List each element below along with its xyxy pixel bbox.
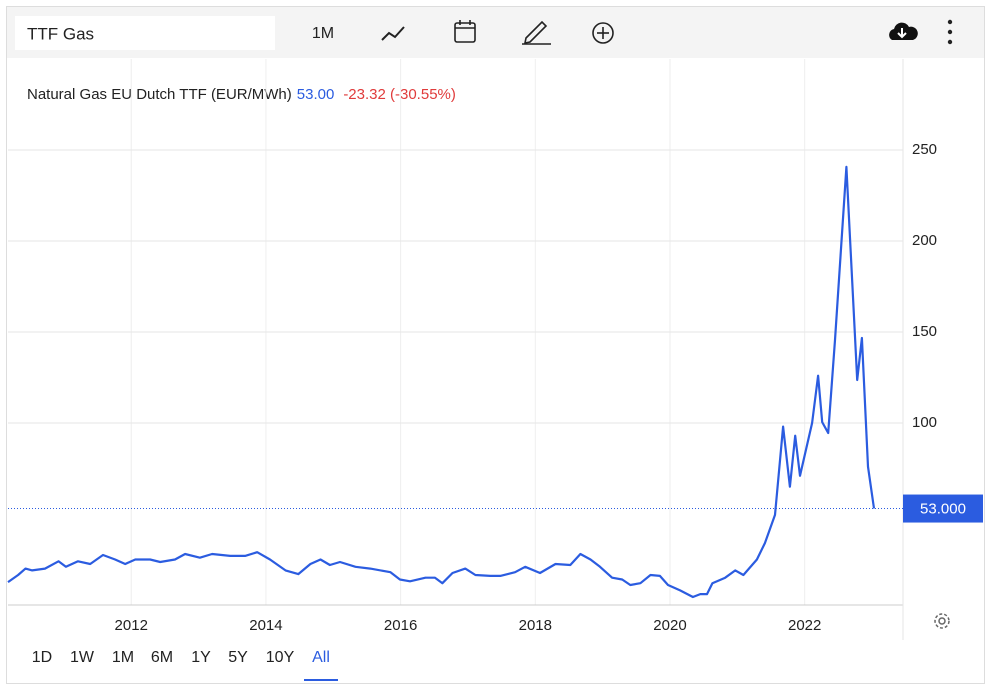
frame bbox=[6, 6, 985, 684]
range-button[interactable]: 10Y bbox=[266, 649, 295, 666]
price: 53.00 bbox=[297, 86, 335, 103]
chart-type-icon[interactable] bbox=[381, 26, 405, 41]
interval-button[interactable]: 1M bbox=[312, 25, 334, 42]
last-value-box bbox=[903, 494, 983, 523]
x-tick-label: 2016 bbox=[384, 617, 417, 634]
chart-header: Natural Gas EU Dutch TTF (EUR/MWh) 53.00-… bbox=[27, 86, 456, 103]
range-underline bbox=[304, 679, 338, 681]
last-value-label: 53.000 bbox=[920, 501, 966, 518]
chart-title: Natural Gas EU Dutch TTF (EUR/MWh) bbox=[27, 86, 292, 103]
range-button[interactable]: 1M bbox=[112, 649, 134, 666]
download-icon[interactable] bbox=[889, 22, 918, 40]
range-button[interactable]: 6M bbox=[151, 649, 173, 666]
settings-icon[interactable] bbox=[934, 613, 950, 629]
draw-icon[interactable] bbox=[522, 20, 551, 45]
price-line bbox=[7, 165, 876, 599]
x-tick-label: 2020 bbox=[653, 617, 686, 634]
search-box[interactable] bbox=[15, 16, 275, 50]
range-button[interactable]: 1D bbox=[32, 649, 52, 666]
range-bar: 1D 1W 1M 6M 1Y 5Y 10Y All bbox=[32, 649, 338, 681]
x-tick-label: 2014 bbox=[249, 617, 282, 634]
range-button[interactable]: 1W bbox=[70, 649, 95, 666]
x-tick-label: 2018 bbox=[519, 617, 552, 634]
y-tick-label: 100 bbox=[912, 414, 937, 431]
search-text: TTF Gas bbox=[27, 24, 94, 43]
add-icon[interactable] bbox=[592, 22, 614, 44]
y-tick-label: 200 bbox=[912, 232, 937, 249]
y-tick-label: 250 bbox=[912, 141, 937, 158]
calendar-icon[interactable] bbox=[454, 20, 476, 43]
range-button[interactable]: 1Y bbox=[191, 649, 211, 666]
x-tick-label: 2022 bbox=[788, 617, 821, 634]
x-tick-label: 2012 bbox=[115, 617, 148, 634]
range-button[interactable]: 5Y bbox=[228, 649, 248, 666]
change: -23.32 (-30.55%) bbox=[343, 86, 456, 103]
y-tick-label: 150 bbox=[912, 323, 937, 340]
range-button[interactable]: All bbox=[312, 649, 330, 666]
plot: 100 150 200 250 2012 2014 2016 2018 2020 2022 53.0… bbox=[7, 59, 983, 640]
menu-icon[interactable] bbox=[947, 19, 953, 45]
